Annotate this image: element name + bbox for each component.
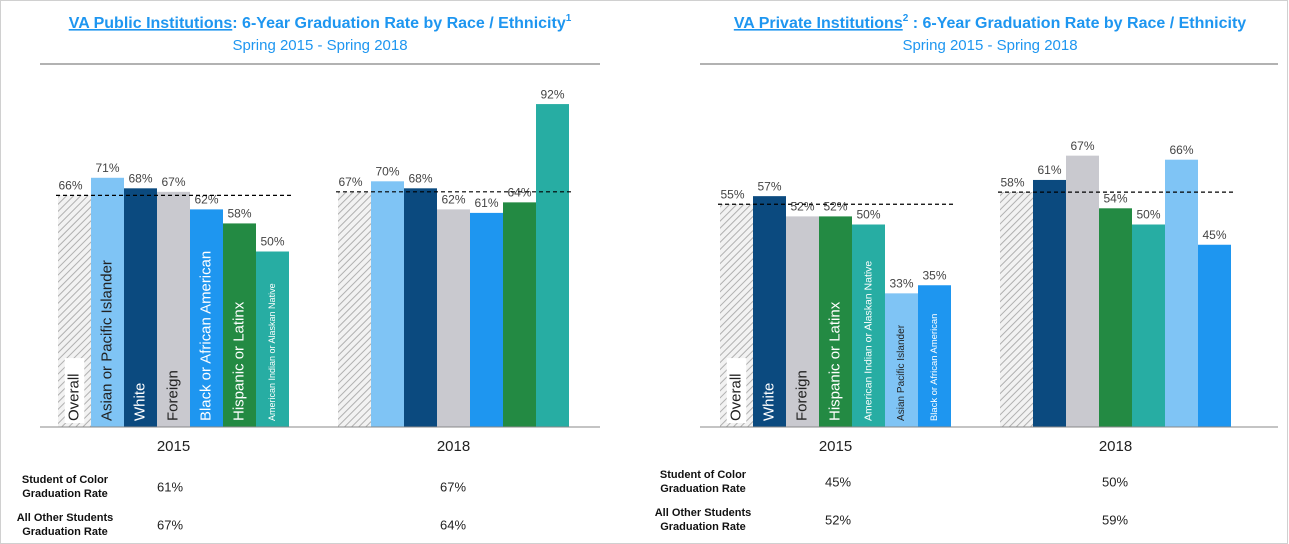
value-label: 58%: [1000, 175, 1024, 189]
series-name: Asian or Pacific Islander: [98, 260, 115, 421]
bar: [503, 202, 536, 427]
category-label: 2018: [1099, 438, 1132, 455]
title-part: : 6-Year Graduation Rate by Race / Ethni…: [908, 15, 1246, 32]
table-cell: 67%: [156, 517, 184, 533]
series-name: Black or African American: [197, 251, 214, 421]
chart-subtitle: Spring 2015 - Spring 2018: [232, 37, 407, 54]
bar: [819, 216, 852, 427]
bar: [1198, 244, 1231, 427]
value-label: 62%: [441, 193, 465, 207]
value-label: 68%: [408, 171, 432, 185]
title-part: VA Private Institutions: [734, 15, 903, 32]
series-name: Foreign: [793, 370, 810, 421]
value-label: 52%: [790, 200, 814, 214]
value-label: 66%: [58, 179, 82, 193]
value-label: 68%: [128, 171, 152, 185]
title-part: 1: [566, 13, 572, 24]
value-label: 50%: [856, 208, 880, 222]
row-label: All Other Students Graduation Rate: [654, 507, 752, 533]
series-name: American Indian or Alaskan Native: [863, 261, 874, 421]
value-label: 50%: [1136, 208, 1160, 222]
bar: [786, 216, 819, 427]
bar: [157, 191, 190, 427]
bar: [91, 177, 124, 427]
bar: [124, 188, 157, 427]
bar: [753, 196, 786, 427]
series-name: Black or African American: [928, 314, 939, 421]
bar: [338, 191, 371, 427]
value-label: 70%: [375, 164, 399, 178]
bar: [1099, 208, 1132, 427]
row-label: Student of Color Graduation Rate: [659, 469, 747, 495]
chart-title: VA Private Institutions2 : 6-Year Gradua…: [734, 13, 1246, 32]
value-label: 58%: [227, 207, 251, 221]
bar: [1066, 155, 1099, 427]
bar: [1165, 159, 1198, 427]
series-name: Asian Pacific Islander: [896, 324, 907, 421]
value-label: 67%: [1070, 139, 1094, 153]
bar: [437, 209, 470, 427]
title-part: 2: [903, 13, 909, 24]
value-label: 92%: [540, 87, 564, 101]
bar: [885, 293, 918, 427]
value-label: 61%: [1037, 163, 1061, 177]
series-name: Hispanic or Latinx: [826, 301, 843, 421]
series-name: Hispanic or Latinx: [230, 301, 247, 421]
title-part: VA Public Institutions: [69, 15, 233, 32]
table-cell: 45%: [824, 474, 852, 490]
bar: [1132, 224, 1165, 427]
value-label: 50%: [260, 235, 284, 249]
value-label: 62%: [194, 193, 218, 207]
bar: [852, 224, 885, 427]
table-cell: 64%: [439, 517, 467, 533]
row-label: All Other Students Graduation Rate: [16, 512, 114, 538]
bar: [536, 104, 569, 427]
label-bg: [64, 358, 85, 423]
value-label: 57%: [757, 179, 781, 193]
value-label: 66%: [1169, 143, 1193, 157]
table-cell: 52%: [824, 512, 852, 528]
value-label: 45%: [1202, 228, 1226, 242]
value-label: 67%: [161, 175, 185, 189]
value-label: 61%: [474, 196, 498, 210]
bar: [918, 285, 951, 427]
bar: [470, 212, 503, 427]
chart-subtitle: Spring 2015 - Spring 2018: [902, 37, 1077, 54]
chart-title: VA Public Institutions: 6-Year Graduatio…: [69, 13, 572, 32]
table-cell: 67%: [439, 479, 467, 495]
label-bg: [726, 358, 747, 423]
table-cell: 59%: [1101, 512, 1129, 528]
value-label: 35%: [922, 268, 946, 282]
series-name: White: [131, 383, 148, 421]
bar: [256, 251, 289, 427]
title-part: : 6-Year Graduation Rate by Race / Ethni…: [232, 15, 566, 32]
series-name: White: [760, 383, 777, 421]
value-label: 71%: [95, 161, 119, 175]
table-cell: 61%: [156, 479, 184, 495]
bar: [404, 188, 437, 427]
value-label: 67%: [338, 175, 362, 189]
table-cell: 50%: [1101, 474, 1129, 490]
value-label: 64%: [507, 186, 531, 200]
bar: [1000, 192, 1033, 427]
bar: [223, 223, 256, 427]
category-label: 2015: [157, 438, 190, 455]
bar: [190, 209, 223, 427]
bar: [1033, 179, 1066, 427]
series-name: Overall: [65, 373, 82, 421]
category-label: 2018: [437, 438, 470, 455]
series-name: Foreign: [164, 370, 181, 421]
series-name: American Indian or Alaskan Native: [267, 283, 277, 421]
series-name: Overall: [727, 373, 744, 421]
value-label: 55%: [720, 187, 744, 201]
value-label: 33%: [889, 277, 913, 291]
value-label: 54%: [1103, 191, 1127, 205]
row-label: Student of Color Graduation Rate: [21, 474, 109, 500]
category-label: 2015: [819, 438, 852, 455]
bar: [371, 181, 404, 427]
value-label: 52%: [823, 200, 847, 214]
